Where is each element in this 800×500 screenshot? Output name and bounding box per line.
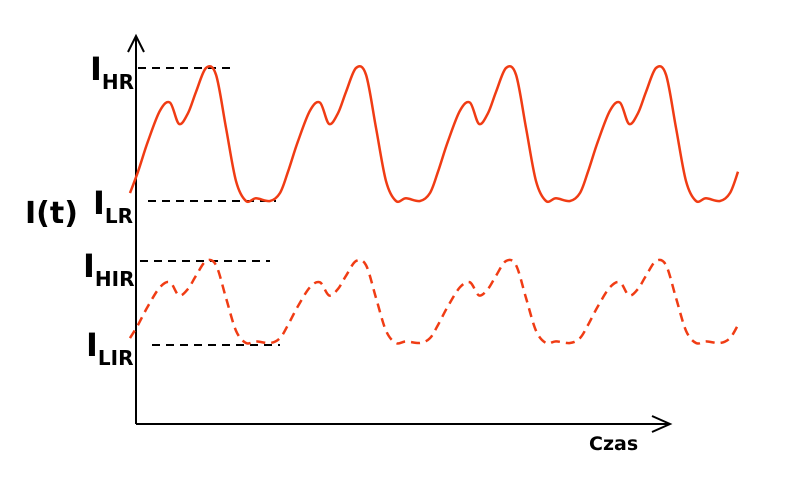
x-axis-arrowhead <box>651 415 673 433</box>
x-axis-label: Czas <box>589 433 638 455</box>
label-i-hr: IHR <box>90 50 134 94</box>
reference-lines <box>138 67 280 346</box>
axes <box>127 33 673 433</box>
label-i-lr: ILR <box>93 184 133 228</box>
label-i-lir: ILIR <box>86 326 134 370</box>
label-i-hir: IHIR <box>83 247 135 291</box>
solid-current-curve <box>128 64 740 204</box>
dashed-current-curve <box>128 258 740 345</box>
y-axis-arrowhead <box>127 33 145 53</box>
y-axis-label: I(t) <box>25 196 78 231</box>
